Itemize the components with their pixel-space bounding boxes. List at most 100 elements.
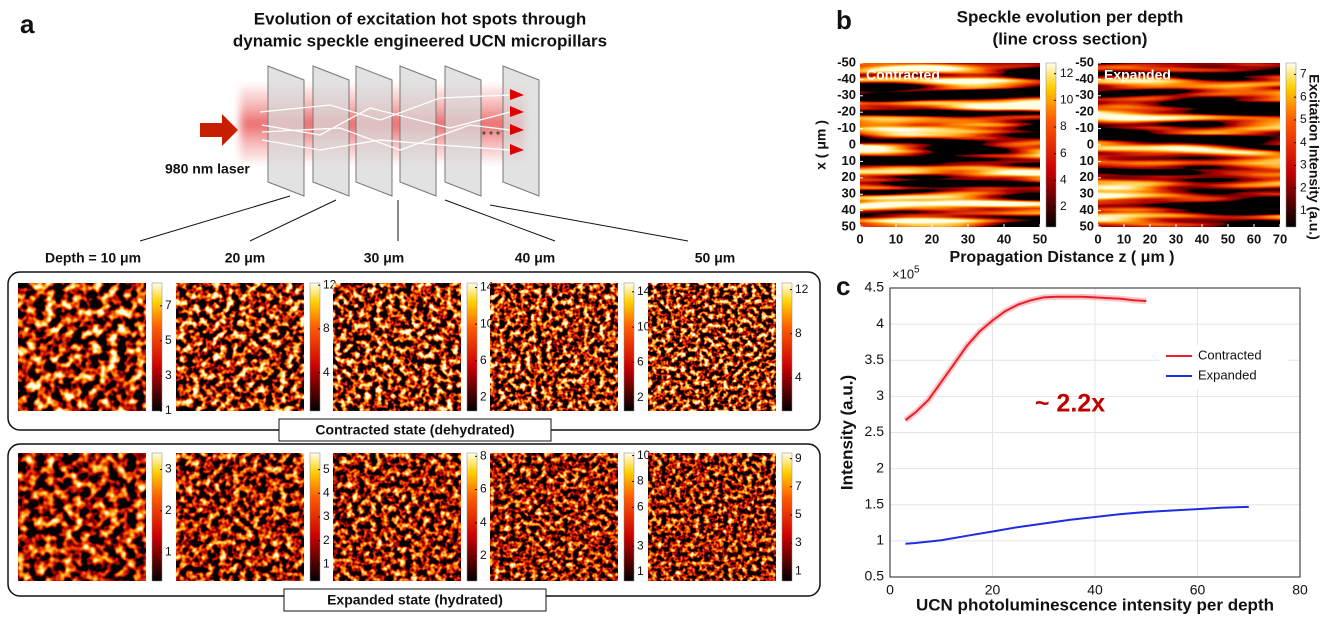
y-tick-label: 2 — [876, 459, 884, 475]
x-tick-label: 10 — [1117, 231, 1131, 246]
colorbar-tick-label: 1 — [1300, 203, 1307, 217]
y-tick-label: 20 — [842, 169, 856, 184]
depth-label: 50 μm — [695, 250, 735, 266]
colorbar-tick-label: 8 — [637, 474, 644, 488]
colorbar-tick-label: 2 — [165, 503, 172, 517]
colorbar — [623, 452, 635, 582]
speckle-image — [648, 453, 776, 581]
laser-arrow — [200, 114, 238, 146]
y-tick-label: 3 — [876, 387, 884, 403]
x-tick-label: 30 — [961, 231, 975, 246]
colorbar-tick-label: 6 — [480, 353, 487, 367]
colorbar-tick-label: 4 — [795, 370, 802, 384]
colorbar-tick-label: 12 — [1060, 66, 1074, 80]
y-tick-label: -20 — [1075, 104, 1094, 119]
colorbar-tick-label: 2 — [480, 548, 487, 562]
speckle-image — [648, 283, 776, 411]
x-axis-label: UCN photoluminescence intensity per dept… — [916, 595, 1274, 614]
colorbar-tick-label: 2 — [1300, 180, 1307, 194]
colorbar — [781, 452, 793, 582]
x-tick-label: 50 — [1033, 231, 1047, 246]
plane — [444, 65, 482, 197]
panel-label: b — [836, 5, 852, 35]
colorbar-tick-label: 8 — [480, 448, 487, 462]
y-tick-label: 40 — [1080, 202, 1094, 217]
colorbar — [623, 282, 635, 412]
laser-diagram — [139, 65, 689, 242]
y-tick-label: 30 — [1080, 186, 1094, 201]
speckle-image — [333, 283, 461, 411]
colorbar-tick-label: 7 — [165, 298, 172, 312]
colorbar-tick-label: 5 — [1300, 112, 1307, 126]
colorbar-tick-label: 4 — [323, 365, 330, 379]
colorbar-tick-label: 3 — [323, 509, 330, 523]
diagram-title: dynamic speckle engineered UCN micropill… — [233, 31, 607, 50]
y-tick-label: 4 — [876, 315, 884, 331]
colorbar-tick-label: 10 — [637, 319, 651, 333]
y-tick-label: -20 — [837, 104, 856, 119]
y-axis-label: x ( μm ) — [813, 120, 829, 170]
depth-label: Depth = 10 μm — [45, 250, 141, 266]
colorbar-tick-label: 4 — [1300, 135, 1307, 149]
colorbar-tick-label: 6 — [1060, 146, 1067, 160]
colorbar-tick-label: 12 — [795, 282, 809, 296]
colorbar-tick-label: 5 — [795, 507, 802, 521]
heatmap-label: Expanded — [1104, 67, 1171, 83]
x-axis-label: Propagation Distance z ( μm ) — [950, 249, 1175, 266]
colorbar-tick-label: 7 — [795, 479, 802, 493]
panel-label: c — [836, 271, 850, 301]
speckle-image — [18, 283, 146, 411]
colorbar — [151, 282, 163, 412]
colorbar-tick-label: 2 — [1060, 199, 1067, 213]
colorbar-tick-label: 10 — [637, 448, 651, 462]
colorbar-tick-label: 2 — [637, 390, 644, 404]
colorbar-tick-label: 8 — [795, 326, 802, 340]
colorbar — [781, 282, 793, 412]
colorbar-label: Excitation Intensity (a.u.) — [1306, 74, 1322, 240]
y-tick-label: -10 — [837, 120, 856, 135]
colorbar-tick-label: 4 — [323, 485, 330, 499]
colorbar-tick-label: 3 — [165, 462, 172, 476]
y-multiplier-exponent: 5 — [914, 265, 920, 276]
y-tick-label: 2.5 — [865, 423, 885, 439]
y-tick-label: -50 — [1075, 54, 1094, 69]
colorbar-tick-label: 1 — [637, 564, 644, 578]
colorbar-tick-label: 6 — [637, 499, 644, 513]
speckle-image — [490, 453, 618, 581]
y-tick-label: -50 — [837, 54, 856, 69]
scatter-paths — [259, 94, 511, 151]
y-tick-label: -40 — [837, 71, 856, 86]
colorbar-tick-label: 7 — [1300, 67, 1307, 81]
colorbar-tick-label: 6 — [1300, 89, 1307, 103]
colorbar-tick-label: 9 — [795, 451, 802, 465]
series-line — [904, 295, 1147, 421]
colorbar-tick-label: 14 — [637, 284, 651, 298]
series-line — [905, 505, 1249, 545]
legend-label: Expanded — [1198, 367, 1257, 382]
x-tick-label: 0 — [886, 582, 894, 598]
y-tick-label: 1 — [876, 532, 884, 548]
state-label: Expanded state (hydrated) — [327, 592, 503, 608]
colorbar-tick-label: 1 — [795, 563, 802, 577]
legend — [1159, 344, 1289, 390]
colorbar — [1045, 62, 1057, 228]
colorbar-tick-label: 5 — [165, 333, 172, 347]
x-tick-label: 20 — [925, 231, 939, 246]
y-tick-label: 3.5 — [865, 351, 885, 367]
y-tick-label: 30 — [842, 186, 856, 201]
x-tick-label: 20 — [985, 582, 1001, 598]
y-tick-label: 0.5 — [865, 568, 885, 584]
colorbar-tick-label: 8 — [1060, 119, 1067, 133]
y-tick-label: 4.5 — [865, 279, 885, 295]
depth-leaders — [139, 195, 689, 242]
colorbar — [1285, 62, 1297, 228]
panel-label: a — [20, 9, 35, 39]
x-tick-label: 40 — [1087, 582, 1103, 598]
colorbar — [466, 452, 478, 582]
plane — [399, 65, 437, 197]
colorbar-tick-label: 3 — [1300, 158, 1307, 172]
colorbar-tick-label: 3 — [637, 538, 644, 552]
speckle-image — [333, 453, 461, 581]
annotation: ~ 2.2x — [1035, 390, 1105, 418]
